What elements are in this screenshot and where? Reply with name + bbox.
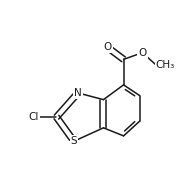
Text: O: O	[103, 42, 112, 52]
Text: Cl: Cl	[29, 112, 39, 122]
Text: S: S	[71, 136, 77, 146]
Text: O: O	[138, 48, 146, 58]
Text: CH₃: CH₃	[156, 60, 175, 70]
Text: N: N	[74, 88, 82, 98]
